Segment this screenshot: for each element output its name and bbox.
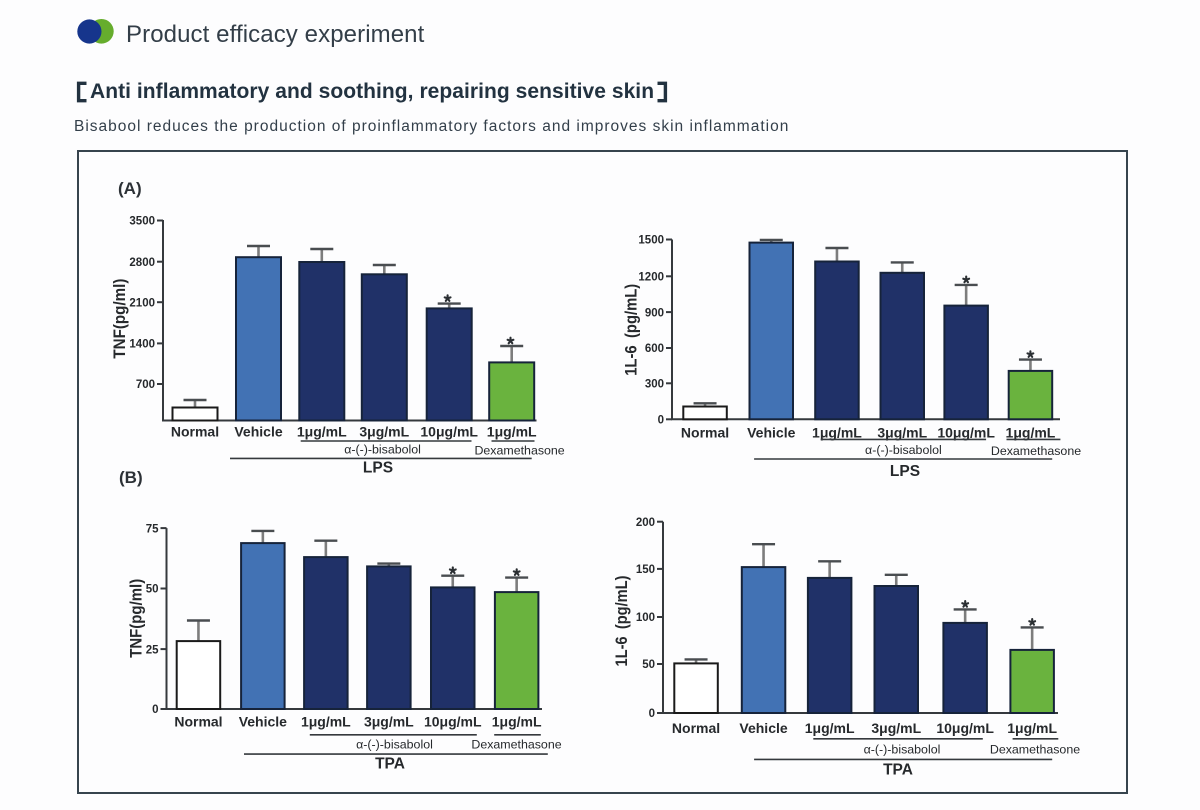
svg-text:50: 50 <box>642 659 655 671</box>
svg-text:1μg/mL: 1μg/mL <box>812 425 862 441</box>
svg-text:1400: 1400 <box>129 339 155 351</box>
svg-text:(A): (A) <box>118 179 142 198</box>
svg-text:3μg/mL: 3μg/mL <box>871 720 921 736</box>
svg-text:Vehicle: Vehicle <box>239 713 287 729</box>
svg-text:700: 700 <box>136 379 155 391</box>
svg-text:TPA: TPA <box>883 762 913 779</box>
svg-text:150: 150 <box>636 564 655 576</box>
svg-text:1μg/mL: 1μg/mL <box>1007 720 1057 736</box>
svg-text:1500: 1500 <box>638 235 664 247</box>
svg-text:Dexamethasone: Dexamethasone <box>991 444 1081 458</box>
svg-text:1L-6 (pg/mL): 1L-6 (pg/mL) <box>622 284 641 376</box>
svg-text:Vehicle: Vehicle <box>739 720 787 736</box>
svg-text:2100: 2100 <box>129 297 155 309</box>
svg-text:1200: 1200 <box>638 272 664 284</box>
svg-text:600: 600 <box>645 343 664 355</box>
svg-text:(B): (B) <box>119 468 143 487</box>
svg-text:1μg/mL: 1μg/mL <box>301 713 351 729</box>
svg-text:50: 50 <box>146 584 159 596</box>
svg-text:900: 900 <box>645 307 664 319</box>
svg-text:TNF(pg/ml): TNF(pg/ml) <box>127 579 146 658</box>
svg-text:75: 75 <box>146 523 159 535</box>
svg-text:300: 300 <box>645 379 664 391</box>
svg-text:Vehicle: Vehicle <box>747 425 795 441</box>
svg-text:α-(-)-bisabolol: α-(-)-bisabolol <box>356 738 433 752</box>
svg-text:TPA: TPA <box>375 756 405 773</box>
svg-text:2800: 2800 <box>129 257 155 269</box>
svg-text:10μg/mL: 10μg/mL <box>936 720 994 736</box>
svg-text:Dexamethasone: Dexamethasone <box>474 444 564 458</box>
svg-text:TNF(pg/ml): TNF(pg/ml) <box>110 279 129 359</box>
svg-text:200: 200 <box>636 517 655 529</box>
svg-text:10μg/mL: 10μg/mL <box>937 425 995 441</box>
svg-text:1μg/mL: 1μg/mL <box>1006 425 1056 441</box>
svg-text:Normal: Normal <box>681 425 729 441</box>
svg-text:10μg/mL: 10μg/mL <box>424 713 482 729</box>
svg-text:LPS: LPS <box>363 460 393 477</box>
svg-text:3μg/mL: 3μg/mL <box>364 713 414 729</box>
svg-text:10μg/mL: 10μg/mL <box>420 424 478 440</box>
svg-text:1μg/mL: 1μg/mL <box>297 424 347 440</box>
svg-text:25: 25 <box>146 644 159 656</box>
svg-text:100: 100 <box>636 612 655 624</box>
svg-text:1μg/mL: 1μg/mL <box>492 713 542 729</box>
svg-text:1L-6 (pg/mL): 1L-6 (pg/mL) <box>612 576 631 667</box>
svg-text:3μg/mL: 3μg/mL <box>877 425 927 441</box>
svg-text:0: 0 <box>649 708 655 720</box>
svg-text:Normal: Normal <box>171 424 219 440</box>
svg-text:Normal: Normal <box>672 720 720 736</box>
svg-text:Dexamethasone: Dexamethasone <box>471 738 561 752</box>
svg-text:Normal: Normal <box>174 713 222 729</box>
svg-text:0: 0 <box>658 415 664 427</box>
svg-text:1μg/mL: 1μg/mL <box>805 720 855 736</box>
svg-text:α-(-)-bisabolol: α-(-)-bisabolol <box>864 743 941 757</box>
svg-text:3μg/mL: 3μg/mL <box>359 424 409 440</box>
svg-text:Dexamethasone: Dexamethasone <box>990 743 1080 757</box>
svg-text:1μg/mL: 1μg/mL <box>487 424 537 440</box>
svg-text:3500: 3500 <box>129 216 155 228</box>
svg-text:Vehicle: Vehicle <box>234 424 282 440</box>
svg-text:LPS: LPS <box>890 463 920 480</box>
svg-text:α-(-)-bisabolol: α-(-)-bisabolol <box>865 443 942 457</box>
svg-text:α-(-)-bisabolol: α-(-)-bisabolol <box>344 443 421 457</box>
svg-text:0: 0 <box>152 704 158 716</box>
